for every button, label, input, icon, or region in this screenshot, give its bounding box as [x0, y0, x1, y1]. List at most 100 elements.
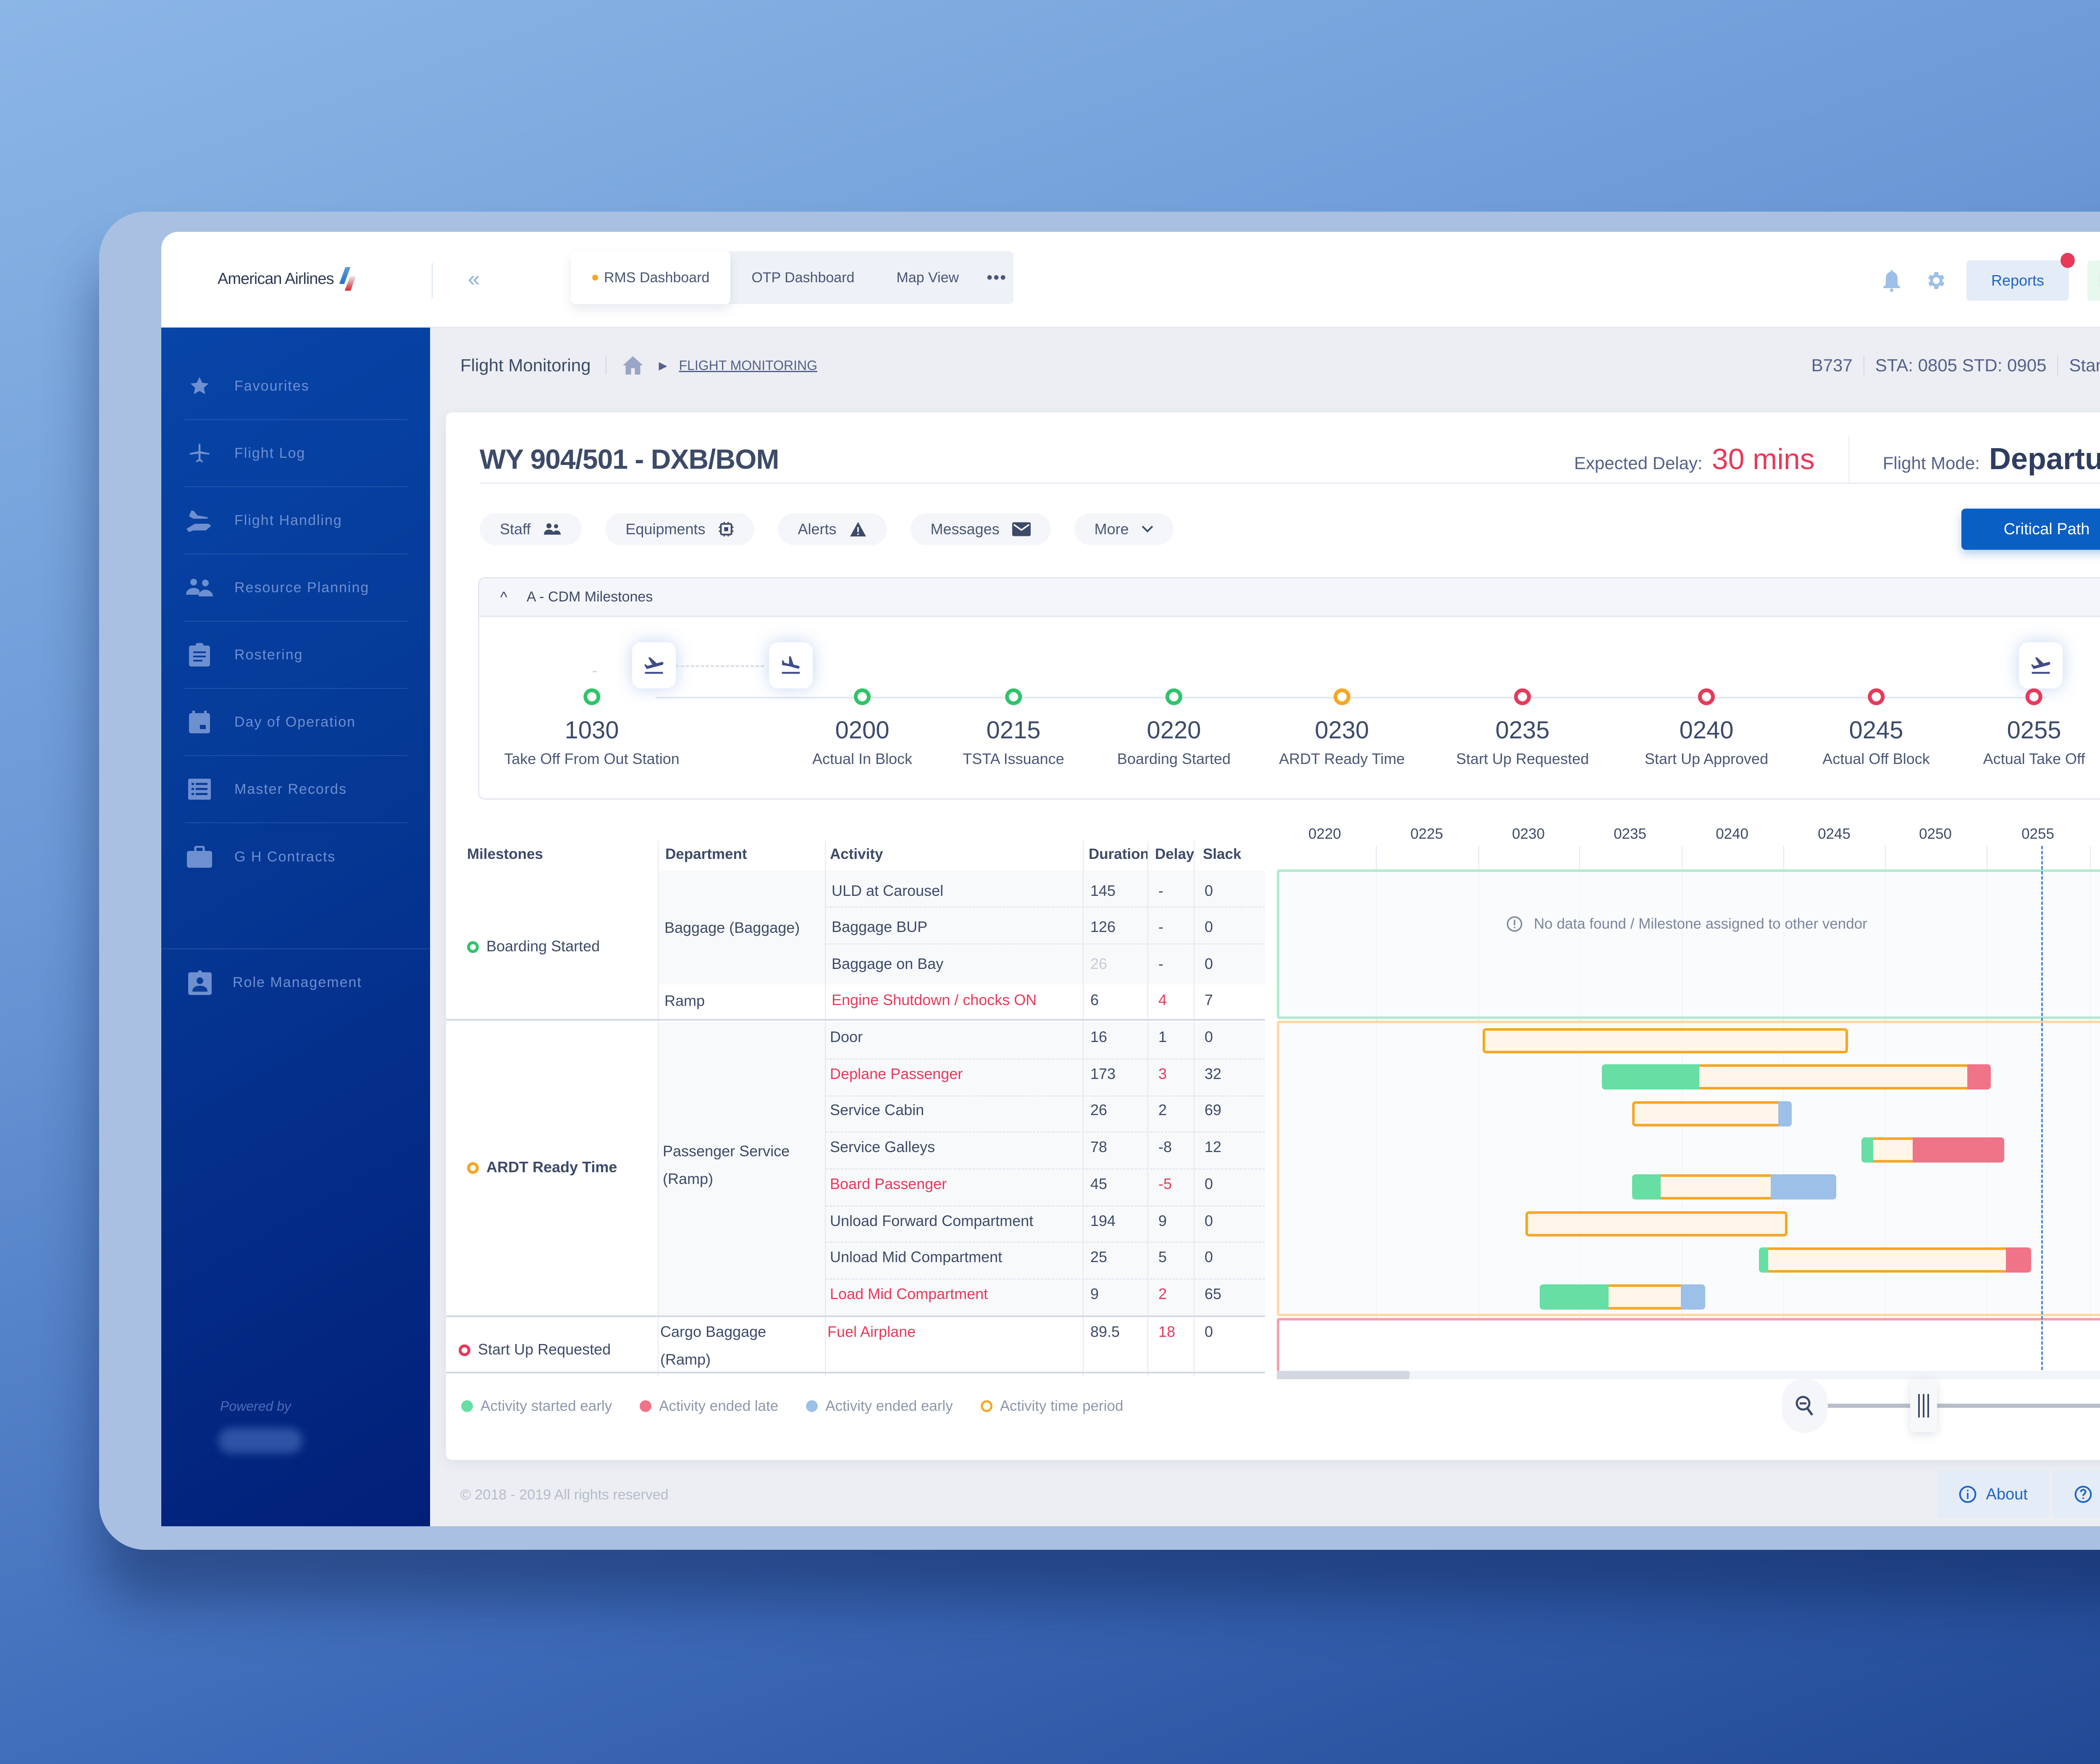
delay-cell: 1: [1158, 1028, 1167, 1045]
notification-badge: [2061, 253, 2075, 268]
slack-cell: 12: [1205, 1138, 1222, 1155]
collapse-sidebar-button[interactable]: «: [468, 267, 480, 291]
gantt-bar-service-galleys[interactable]: [1861, 1137, 2004, 1163]
row-divider: [826, 943, 1265, 945]
about-button[interactable]: About: [1937, 1471, 2049, 1518]
gantt-bar-service-cabin[interactable]: [1632, 1101, 1792, 1126]
user-avatar[interactable]: LP: [2087, 260, 2100, 301]
row-divider: [826, 1205, 1265, 1207]
messages-button[interactable]: Messages: [910, 513, 1051, 545]
cdm-milestones-toggle[interactable]: ^ A - CDM Milestones: [479, 578, 2100, 617]
status-ring-icon: [467, 1162, 479, 1174]
zoom-out-button[interactable]: [1782, 1378, 1828, 1433]
milestone-start-up-approved[interactable]: 0240 Start Up Approved: [1645, 688, 1768, 768]
more-tabs-button[interactable]: •••: [980, 251, 1013, 304]
gantt-horizontal-scrollbar[interactable]: [1277, 1371, 2100, 1379]
column-divider: [658, 841, 659, 1376]
sidebar-item-role-management[interactable]: Role Management: [161, 948, 430, 1016]
gantt-bar-unload-mid-compartment[interactable]: [1759, 1247, 2031, 1273]
equipments-button[interactable]: Equipments: [605, 513, 754, 545]
critical-path-button[interactable]: Critical Path: [1961, 509, 2100, 550]
milestone-take-off-out-station[interactable]: 1030 Take Off From Out Station: [504, 688, 680, 768]
status-ring-icon: [467, 941, 479, 953]
duration-cell: 26: [1090, 955, 1108, 972]
divider: [432, 263, 433, 298]
help-button[interactable]: Help: [2053, 1471, 2100, 1518]
milestone-tsta-issuance[interactable]: 0215 TSTA Issuance: [963, 688, 1064, 768]
zoom-slider-handle[interactable]: [1910, 1379, 1937, 1432]
milestone-actual-take-off[interactable]: 0255 Actual Take Off: [1983, 688, 2085, 768]
sidebar-item-resource-planning[interactable]: Resource Planning: [185, 554, 407, 622]
home-icon[interactable]: [622, 355, 644, 375]
duration-cell: 126: [1090, 918, 1116, 935]
alerts-button[interactable]: Alerts: [777, 513, 887, 545]
milestone-ardt-ready-time[interactable]: 0230 ARDT Ready Time: [1279, 688, 1405, 768]
tab-otp-dashboard[interactable]: OTP Dashboard: [730, 251, 875, 304]
mail-icon: [1012, 522, 1031, 536]
column-header-slack: Slack: [1203, 846, 1242, 862]
flight-handling-icon: [186, 510, 211, 532]
milestone-actual-in-block[interactable]: 0200 Actual In Block: [812, 688, 912, 768]
activity-cell: ULD at Carousel: [832, 882, 944, 899]
copyright: © 2018 - 2019 All rights reserved: [460, 1487, 669, 1503]
sidebar-item-favourites[interactable]: Favourites: [185, 353, 407, 420]
duration-cell: 16: [1090, 1028, 1108, 1045]
milestone-name: Take Off From Out Station: [504, 750, 680, 767]
no-data-text: No data found / Milestone assigned to ot…: [1534, 916, 1867, 932]
slack-cell: 69: [1205, 1101, 1222, 1118]
delay-cell: -8: [1158, 1138, 1172, 1155]
legend-label: Activity started early: [480, 1398, 612, 1414]
sidebar-item-gh-contracts[interactable]: G H Contracts: [185, 823, 407, 890]
activity-cell: Fuel Airplane: [827, 1323, 916, 1340]
tab-rms-dashboard[interactable]: RMS Dashboard: [571, 251, 731, 304]
sidebar-label: Day of Operation: [234, 714, 356, 730]
bell-icon: [1883, 270, 1900, 292]
milestone-boarding-started[interactable]: 0220 Boarding Started: [1117, 688, 1231, 768]
gantt-bar-deplane-passenger[interactable]: [1602, 1064, 1991, 1089]
zoom-slider[interactable]: [1828, 1379, 2100, 1432]
gantt-bar-board-passenger[interactable]: [1632, 1174, 1836, 1200]
time-tick: 0250: [1919, 826, 1952, 842]
milestone-time: 0240: [1679, 717, 1734, 744]
cdm-milestones-panel: ^ A - CDM Milestones: [478, 577, 2100, 800]
sidebar-item-rostering[interactable]: Rostering: [185, 622, 407, 689]
milestone-label: Boarding Started: [486, 937, 600, 955]
gantt-bar-door[interactable]: [1483, 1028, 1848, 1053]
duration-cell: 25: [1090, 1248, 1108, 1265]
reports-button[interactable]: Reports: [1966, 253, 2075, 301]
settings-button[interactable]: [1923, 268, 1948, 293]
breadcrumb-link-flight-monitoring[interactable]: FLIGHT MONITORING: [679, 357, 817, 373]
flight-meta: B737 STA: 0805 STD: 0905 Stand: A27: [1811, 355, 2100, 375]
slack-cell: 0: [1205, 882, 1213, 899]
milestone-start-up-requested[interactable]: 0235 Start Up Requested: [1456, 688, 1589, 768]
tab-map-view[interactable]: Map View: [875, 251, 980, 304]
sidebar-item-master-records[interactable]: Master Records: [185, 756, 407, 823]
time-tick: 0255: [2021, 826, 2054, 842]
notifications-button[interactable]: [1879, 268, 1904, 293]
staff-button[interactable]: Staff: [480, 513, 582, 545]
more-button[interactable]: More: [1074, 513, 1173, 545]
scrollbar-thumb[interactable]: [1277, 1371, 1410, 1379]
column-divider: [1147, 841, 1148, 1376]
status-ring-icon: [459, 1344, 470, 1357]
row-divider: [826, 1131, 1265, 1133]
gantt-bar-load-mid-compartment[interactable]: [1540, 1284, 1705, 1310]
sidebar-item-flight-log[interactable]: Flight Log: [185, 420, 407, 487]
star-icon: [190, 377, 209, 394]
aircraft-type: B737: [1811, 355, 1853, 375]
column-header-duration: Duration: [1089, 846, 1149, 862]
schedule-times: STA: 0805 STD: 0905: [1875, 355, 2047, 375]
legend-ended-late: Activity ended late: [640, 1398, 778, 1415]
flight-header: WY 904/501 - DXB/BOM Expected Delay: 30 …: [480, 435, 2100, 484]
panel-title: A - CDM Milestones: [526, 589, 653, 605]
sidebar-item-flight-handling[interactable]: Flight Handling: [185, 487, 407, 554]
milestone-actual-off-block[interactable]: 0245 Actual Off Block: [1822, 688, 1930, 768]
action-bar: Staff Equipments Alerts Messages More: [480, 509, 2100, 550]
gantt-bar-unload-forward-compartment[interactable]: [1525, 1211, 1788, 1236]
milestone-name: Start Up Approved: [1644, 750, 1769, 767]
sidebar-item-day-of-operation[interactable]: Day of Operation: [185, 689, 407, 756]
time-tick: 0225: [1410, 826, 1443, 842]
slack-cell: 7: [1205, 991, 1213, 1008]
activity-cell: Deplane Passenger: [830, 1065, 963, 1082]
delay-cell: 4: [1158, 991, 1167, 1008]
